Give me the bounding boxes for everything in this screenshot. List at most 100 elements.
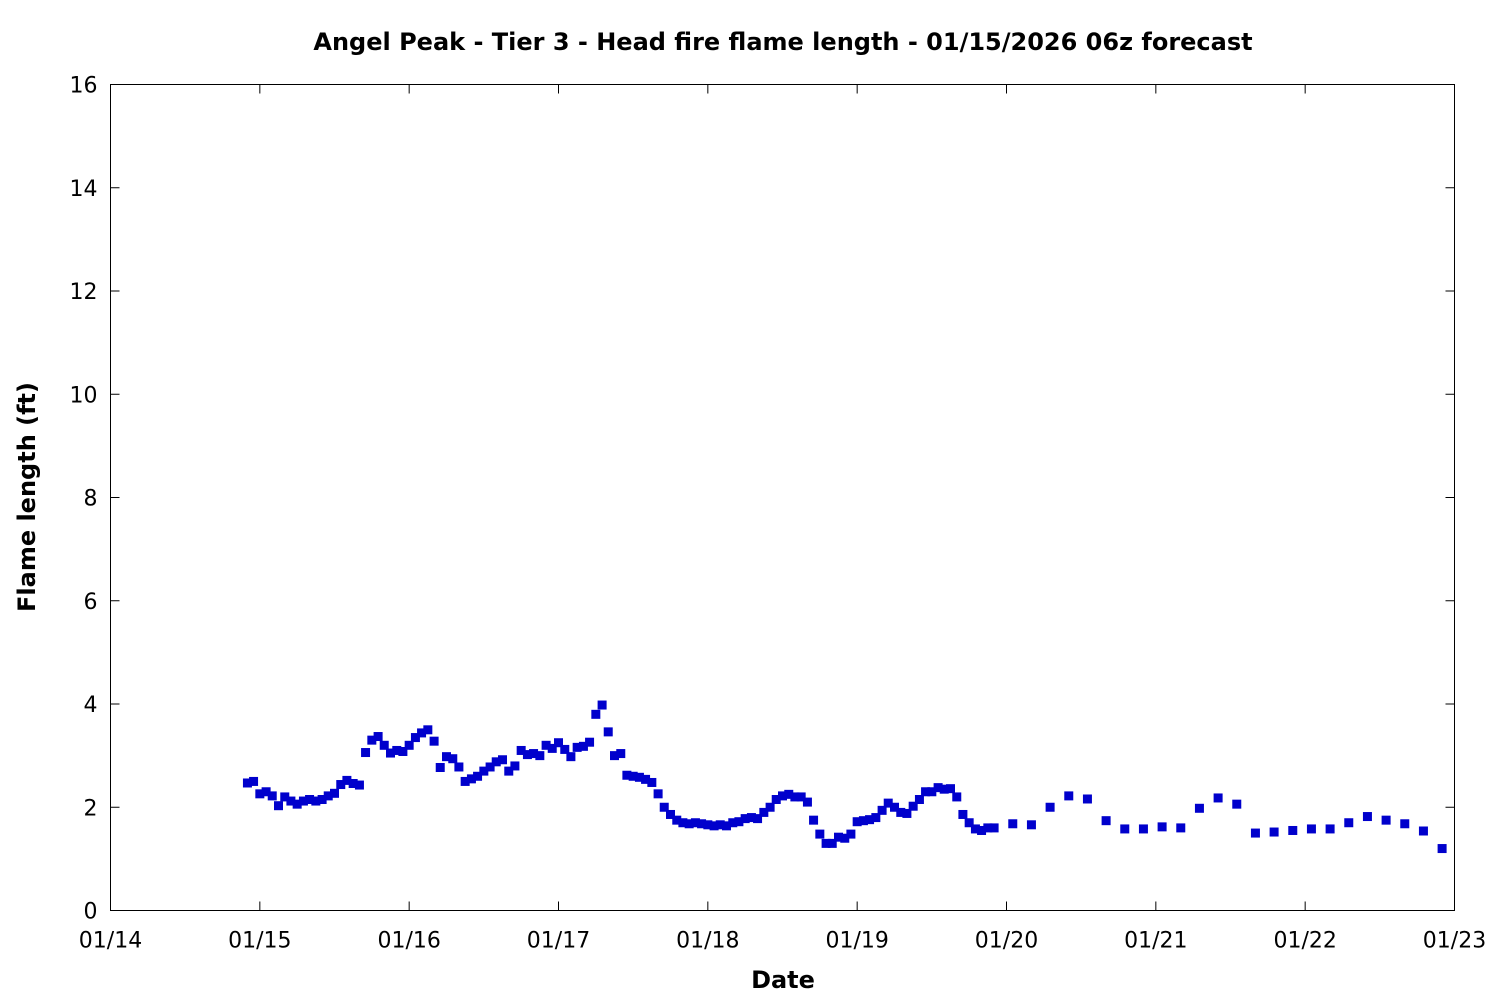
data-point	[933, 783, 943, 793]
data-point	[1213, 793, 1223, 803]
data-point	[348, 779, 358, 789]
data-point	[535, 751, 545, 761]
data-point	[379, 740, 389, 750]
y-axis-label: Flame length (ft)	[13, 382, 41, 612]
y-tick-label: 4	[84, 693, 98, 718]
data-point	[871, 813, 881, 823]
y-tick-label: 2	[84, 796, 98, 821]
data-point	[554, 738, 563, 748]
data-point	[361, 748, 371, 758]
data-point	[572, 742, 582, 752]
data-point	[672, 815, 682, 825]
y-tick-label: 10	[70, 383, 98, 408]
data-point	[1381, 815, 1391, 825]
data-point	[952, 792, 962, 802]
data-point	[678, 818, 688, 828]
data-point	[311, 796, 321, 806]
data-point	[846, 829, 856, 839]
data-point	[796, 792, 806, 802]
data-point	[958, 809, 968, 819]
y-tick-label: 8	[84, 487, 98, 512]
data-point	[641, 774, 651, 784]
data-point	[896, 807, 906, 817]
data-point	[1101, 816, 1111, 826]
data-point	[759, 807, 769, 817]
data-point	[591, 709, 601, 719]
data-point	[964, 818, 974, 828]
data-point	[946, 784, 955, 794]
data-point	[522, 750, 532, 760]
data-point	[790, 792, 800, 802]
data-point	[410, 733, 420, 743]
data-point	[908, 801, 918, 811]
data-point	[1362, 812, 1372, 822]
x-tick-label: 01/19	[825, 929, 888, 954]
data-point	[1008, 819, 1018, 829]
data-point	[286, 796, 296, 806]
data-point	[529, 749, 539, 759]
data-point	[715, 820, 725, 830]
data-point	[815, 829, 825, 839]
data-point	[541, 740, 551, 750]
x-tick-label: 01/14	[79, 929, 142, 954]
data-point	[404, 740, 414, 750]
data-point	[1306, 824, 1316, 834]
plot-frame	[110, 84, 1455, 911]
data-point	[1344, 818, 1354, 828]
data-point	[1325, 824, 1335, 834]
data-point	[274, 801, 283, 811]
x-tick-label: 01/21	[1124, 929, 1187, 954]
data-point	[473, 771, 483, 781]
x-tick-label: 01/22	[1273, 929, 1336, 954]
data-point	[616, 749, 626, 759]
x-tick-label: 01/17	[527, 929, 590, 954]
data-point	[865, 815, 875, 825]
data-point	[858, 816, 868, 826]
data-point	[1157, 822, 1167, 832]
data-point	[242, 778, 252, 788]
data-point	[267, 791, 277, 801]
data-point	[560, 744, 570, 754]
data-point	[1026, 820, 1036, 830]
data-point	[989, 823, 999, 833]
data-point	[386, 748, 395, 758]
data-point	[597, 700, 607, 710]
data-point	[504, 766, 514, 776]
data-point	[342, 775, 352, 785]
data-point	[298, 796, 308, 806]
data-point	[454, 762, 464, 772]
data-point	[1138, 824, 1148, 834]
data-point	[684, 819, 694, 829]
data-point	[448, 754, 458, 764]
data-point	[852, 817, 862, 827]
data-point	[734, 817, 744, 827]
data-point	[890, 802, 899, 812]
data-point	[547, 743, 557, 753]
data-point	[703, 820, 713, 830]
x-axis-label: Date	[751, 966, 815, 994]
data-point	[927, 787, 937, 797]
data-point	[373, 732, 383, 742]
data-point	[802, 797, 812, 807]
data-point	[460, 776, 470, 786]
data-point	[585, 737, 595, 747]
data-point	[1288, 825, 1298, 835]
data-point	[753, 814, 763, 824]
data-point	[728, 818, 738, 828]
data-point	[417, 728, 427, 738]
data-point	[261, 787, 271, 797]
data-point	[877, 805, 887, 815]
data-point	[479, 766, 489, 776]
data-point	[778, 791, 787, 801]
data-point	[821, 838, 831, 848]
data-point	[566, 752, 576, 762]
data-point	[690, 818, 700, 828]
data-point	[653, 789, 663, 799]
axis-ticks	[110, 84, 1455, 911]
data-points	[242, 700, 1447, 854]
data-point	[578, 741, 588, 751]
data-point	[666, 809, 675, 819]
data-point	[485, 762, 495, 772]
data-point	[255, 789, 265, 799]
